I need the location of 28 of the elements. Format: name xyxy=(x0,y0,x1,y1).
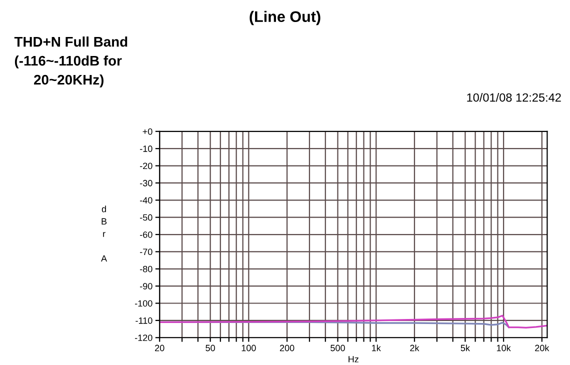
y-tick-label: -10 xyxy=(140,146,152,152)
y-tick-label: -20 xyxy=(140,162,152,170)
y-tick-label: -80 xyxy=(140,266,152,272)
y-tick-label: -50 xyxy=(140,214,152,221)
y-tick-label: -100 xyxy=(134,300,152,307)
x-tick-label: 100 xyxy=(242,344,256,352)
text: 10/01/08 12:25:42 xyxy=(467,93,561,102)
text: dBr A xyxy=(101,206,108,262)
y-tick-label: -120 xyxy=(134,334,152,341)
x-tick-label: 10k xyxy=(496,344,511,352)
x-tick-label: 5k xyxy=(460,344,470,352)
y-tick-label: -90 xyxy=(140,283,152,290)
y-tick-label: -40 xyxy=(140,197,152,204)
x-tick-label: 200 xyxy=(280,344,294,352)
x-tick-label: 500 xyxy=(330,344,345,352)
x-tick-label: 20 xyxy=(155,344,164,352)
x-tick-label: 50 xyxy=(206,344,215,352)
text: THD+N Full Band (-116~-110dB for 20~20KHz) xyxy=(14,36,128,88)
y-tick-label: -30 xyxy=(140,180,152,186)
x-tick-label: 1k xyxy=(372,344,381,352)
chart-title: (Line Out) xyxy=(250,10,320,26)
x-axis-title: Hz xyxy=(348,356,358,362)
y-tick-label: +0 xyxy=(142,128,152,135)
x-tick-label: 20k xyxy=(535,344,550,352)
x-tick-label: 2k xyxy=(410,344,420,352)
y-tick-label: -70 xyxy=(140,248,152,256)
y-tick-label: -110 xyxy=(136,317,152,324)
y-tick-label: -60 xyxy=(140,231,152,238)
